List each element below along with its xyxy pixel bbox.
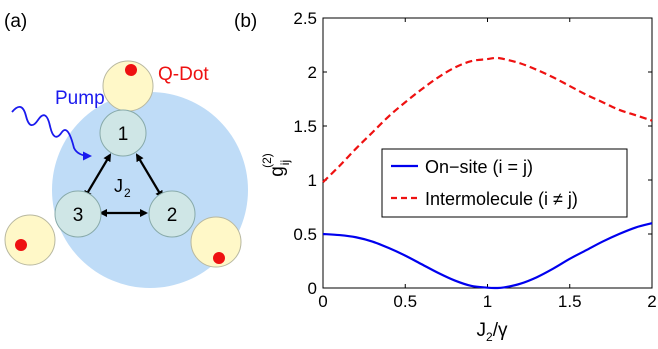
x-axis-label: J2/γ [477, 320, 508, 344]
site-3-label: 3 [73, 205, 84, 226]
y-tick-label: 1 [308, 171, 317, 190]
y-tick-label: 0.5 [293, 225, 317, 244]
series-line-intermolecule [322, 56, 653, 183]
pump-label: Pump [55, 88, 105, 109]
qdot-right-dot [213, 252, 225, 264]
x-tick-label: 1.5 [558, 292, 582, 311]
x-tick-label: 2 [647, 292, 656, 311]
qdot-label: Q-Dot [158, 64, 209, 85]
site-1: 1 [99, 109, 147, 157]
qdot-left-dot [15, 239, 27, 251]
axis-ticks: 0 0.5 1 1.5 2 0 0.5 1 1.5 2 2.5 [293, 9, 656, 311]
series-line-onsite [322, 222, 653, 290]
site-2-label: 2 [167, 205, 178, 226]
legend-label-onsite: On−site (i = j) [425, 157, 533, 177]
site-1-label: 1 [118, 124, 129, 145]
panel-b: (b) gij(2) 0 0.5 1 1.5 2 0 0.5 1 1.5 2 2.5 On−site… [234, 9, 657, 344]
series-layer [322, 56, 653, 290]
site-3: 3 [54, 190, 102, 238]
y-tick-label: 1.5 [293, 117, 317, 136]
panel-a-label: (a) [4, 11, 27, 32]
qdot-top [102, 60, 154, 112]
qdot-right [190, 216, 242, 268]
coupling-label: J2 [114, 176, 131, 200]
x-tick-label: 0.5 [393, 292, 417, 311]
legend-label-inter: Intermolecule (i ≠ j) [425, 189, 578, 209]
y-tick-label: 0 [308, 279, 317, 298]
qdot-top-dot [125, 64, 137, 76]
panel-a: (a) Q-Dot Pump 1 2 [4, 11, 248, 288]
y-tick-label: 2 [308, 63, 317, 82]
coupling-arrow-1-3 [83, 153, 112, 199]
panel-b-label: (b) [234, 11, 257, 32]
coupling-arrow-1-2 [135, 153, 164, 199]
pump-wave-icon [11, 106, 92, 161]
x-tick-label: 0 [318, 292, 327, 311]
y-axis-label: gij(2) [260, 153, 292, 177]
legend: On−site (i = j) Intermolecule (i ≠ j) [381, 148, 628, 218]
y-tick-label: 2.5 [293, 9, 317, 28]
qdot-left [4, 214, 56, 266]
site-2: 2 [148, 190, 196, 238]
x-tick-label: 1 [483, 292, 492, 311]
